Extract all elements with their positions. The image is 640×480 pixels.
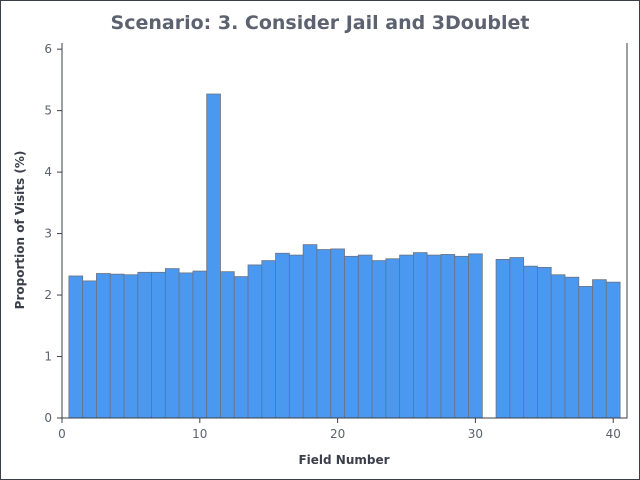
bar-field-29 <box>454 255 469 419</box>
bar-field-22 <box>357 254 373 419</box>
bar-field-32 <box>495 258 511 419</box>
bar-field-11 <box>206 93 221 419</box>
bar-field-20 <box>330 248 345 419</box>
bar-field-4 <box>109 273 125 419</box>
bar-field-35 <box>537 266 552 419</box>
bar-field-24 <box>385 258 401 419</box>
bar-field-38 <box>578 286 593 419</box>
bar-field-8 <box>164 268 180 419</box>
bars-group <box>68 93 621 419</box>
bar-field-5 <box>123 274 139 419</box>
bar-field-3 <box>96 273 111 419</box>
y-tick-label: 0 <box>44 411 52 425</box>
y-tick-label: 6 <box>44 42 52 56</box>
x-tick-label: 20 <box>330 427 345 441</box>
bar-field-6 <box>137 271 152 419</box>
bar-field-13 <box>233 276 249 419</box>
y-tick-label: 1 <box>44 350 52 364</box>
bar-field-27 <box>426 254 442 419</box>
x-tick-label: 40 <box>606 427 621 441</box>
bar-field-28 <box>440 254 456 419</box>
bar-field-36 <box>550 274 566 419</box>
x-tick-label: 10 <box>192 427 207 441</box>
bar-field-15 <box>261 260 276 419</box>
bar-field-17 <box>288 254 304 419</box>
bar-field-33 <box>509 257 525 419</box>
bar-field-40 <box>605 281 621 419</box>
bar-field-10 <box>192 270 208 419</box>
bar-field-37 <box>564 276 580 419</box>
x-axis-label: Field Number <box>298 453 389 467</box>
bar-field-9 <box>178 272 194 419</box>
y-axis-label: Proportion of Visits (%) <box>13 151 27 310</box>
x-axis: 0 10 20 30 40 <box>58 418 621 441</box>
bar-field-7 <box>151 271 166 419</box>
plot-border <box>61 43 628 419</box>
x-tick-label: 0 <box>58 427 66 441</box>
bar-field-14 <box>247 264 263 419</box>
y-tick-label: 3 <box>44 227 52 241</box>
bar-field-26 <box>413 252 428 419</box>
bar-field-39 <box>592 279 607 419</box>
bar-field-18 <box>302 244 318 419</box>
y-tick-label: 5 <box>44 104 52 118</box>
x-tick-label: 30 <box>468 427 483 441</box>
bar-field-2 <box>82 280 97 419</box>
chart-title: Scenario: 3. Consider Jail and 3Doublet <box>111 12 530 34</box>
bar-field-23 <box>371 260 387 419</box>
bar-field-25 <box>399 254 414 419</box>
bar-field-30 <box>468 253 483 419</box>
y-axis: 0 1 2 3 4 5 6 <box>44 42 62 425</box>
bar-field-12 <box>220 271 235 419</box>
bar-field-34 <box>523 265 538 419</box>
bar-field-21 <box>344 255 359 419</box>
bar-field-19 <box>316 249 332 419</box>
bar-field-1 <box>68 275 84 419</box>
y-tick-label: 4 <box>44 165 52 179</box>
y-tick-label: 2 <box>44 288 52 302</box>
bar-field-16 <box>275 252 290 419</box>
